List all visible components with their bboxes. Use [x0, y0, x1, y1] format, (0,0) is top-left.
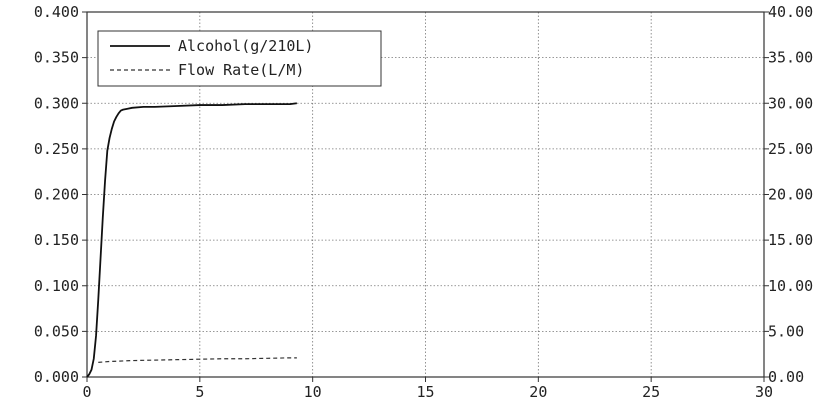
y2-tick-label: 10.00 — [768, 277, 813, 295]
y2-tick-label: 5.00 — [768, 322, 804, 340]
legend-box — [97, 30, 382, 87]
y2-tick-label: 35.00 — [768, 49, 813, 67]
x-tick-label: 25 — [642, 383, 660, 401]
y-tick-label: 0.400 — [34, 3, 79, 21]
y-axis-left: 0.000 0.050 0.100 0.150 0.200 0.250 0.300 0.350… — [34, 3, 87, 386]
y-tick-label: 0.000 — [34, 368, 79, 386]
x-tick-label: 5 — [195, 383, 204, 401]
y-axis-right: 0.00 5.00 10.00 15.00 20.00 25.00 30.00 35.00 40… — [764, 3, 813, 386]
x-axis: 0 5 10 15 20 25 30 — [82, 377, 773, 401]
y2-tick-label: 15.00 — [768, 231, 813, 249]
series-line-flow-rate — [98, 357, 297, 363]
y-tick-label: 0.150 — [34, 231, 79, 249]
x-tick-label: 0 — [82, 383, 91, 401]
series — [86, 102, 297, 378]
legend: Alcohol(g/210L) Flow Rate(L/M) — [97, 30, 382, 87]
y-tick-label: 0.250 — [34, 140, 79, 158]
x-tick-label: 30 — [755, 383, 773, 401]
x-tick-label: 10 — [304, 383, 322, 401]
y2-tick-label: 0.00 — [768, 368, 804, 386]
legend-label: Flow Rate(L/M) — [178, 61, 304, 79]
y-tick-label: 0.300 — [34, 94, 79, 112]
series-line-alcohol — [86, 102, 297, 378]
y2-tick-label: 25.00 — [768, 140, 813, 158]
x-tick-label: 20 — [529, 383, 547, 401]
y2-tick-label: 20.00 — [768, 186, 813, 204]
y-tick-label: 0.050 — [34, 322, 79, 340]
y-tick-label: 0.100 — [34, 277, 79, 295]
legend-label: Alcohol(g/210L) — [178, 37, 313, 55]
y-tick-label: 0.200 — [34, 186, 79, 204]
y2-tick-label: 40.00 — [768, 3, 813, 21]
y2-tick-label: 30.00 — [768, 94, 813, 112]
x-tick-label: 15 — [416, 383, 434, 401]
y-tick-label: 0.350 — [34, 49, 79, 67]
